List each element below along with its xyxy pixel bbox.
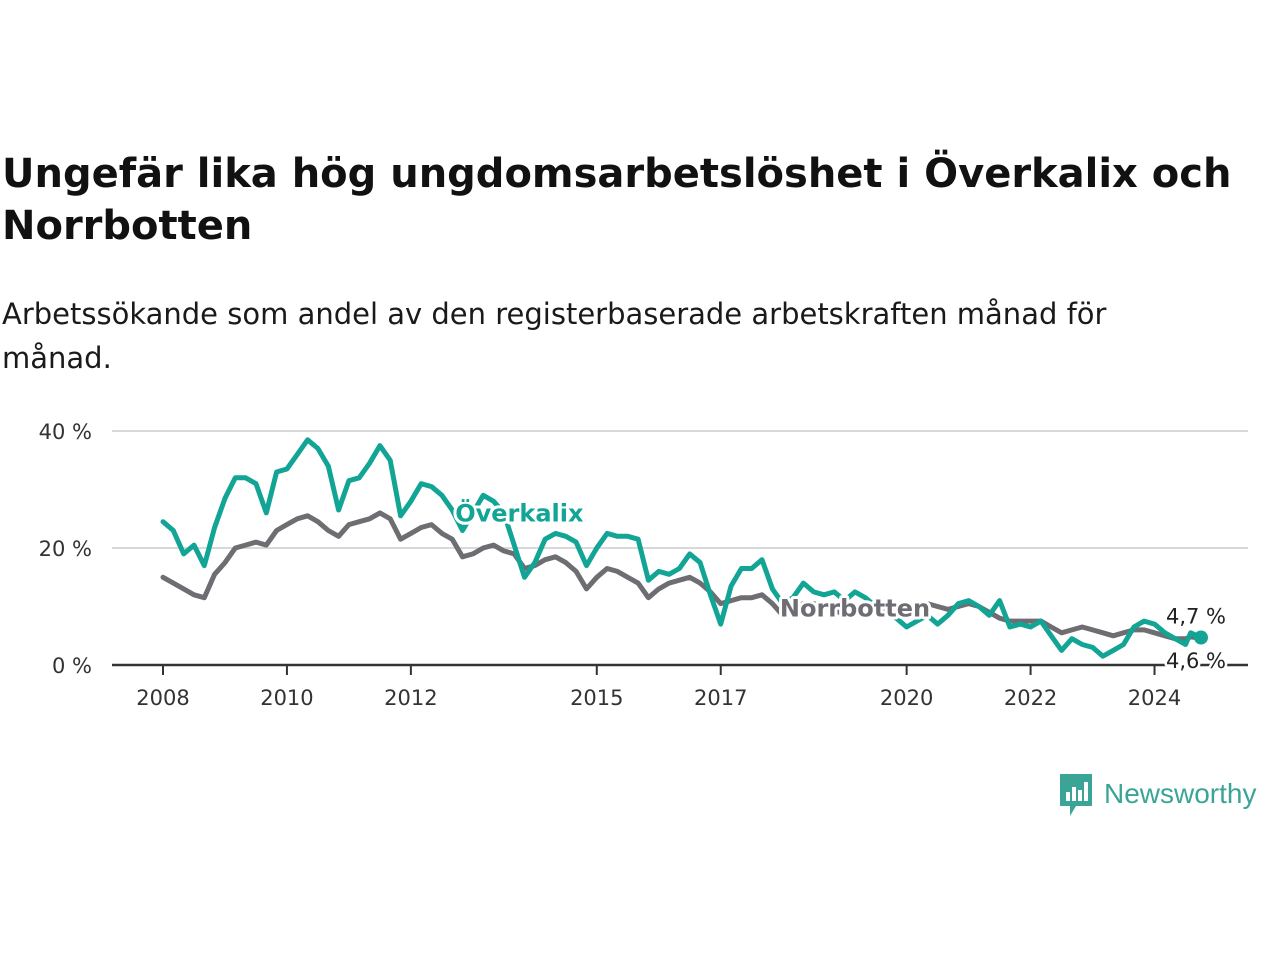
x-tick-label: 2020 — [880, 686, 933, 710]
x-tick-label: 2015 — [570, 686, 623, 710]
x-tick-label: 2012 — [384, 686, 437, 710]
end-value-label-norrbotten: 4,6 % — [1166, 649, 1226, 673]
series-label-överkalix: Överkalix — [455, 498, 584, 528]
x-tick-label: 2010 — [260, 686, 313, 710]
x-tick-label: 2008 — [136, 686, 189, 710]
line-chart: 0 % 20 % 40 % 2008 2010 2012 2015 2017 2020 2022… — [39, 420, 1248, 710]
gridlines — [112, 430, 1248, 549]
series-line-överkalix — [160, 437, 1204, 659]
newsworthy-logo: Newsworthy — [1058, 772, 1256, 818]
end-point-marker — [1194, 630, 1208, 645]
x-tick-label: 2024 — [1128, 686, 1181, 710]
chart-title: Ungefär lika hög ungdomsarbetslöshet i Ö… — [2, 151, 1232, 249]
x-tick-label: 2022 — [1004, 686, 1057, 710]
y-tick-label: 20 % — [39, 537, 92, 561]
bar-chart-bubble-icon — [1060, 774, 1092, 816]
series-line-norrbotten — [160, 510, 1204, 642]
y-tick-label: 40 % — [39, 420, 92, 444]
y-axis-tick-labels: 0 % 20 % 40 % — [39, 420, 92, 678]
series-labels: Överkalix Norrbotten 4,7 % 4,6 % — [452, 495, 1228, 676]
x-axis: 2008 2010 2012 2015 2017 2020 2022 2024 — [112, 663, 1248, 710]
x-tick-label: 2017 — [694, 686, 747, 710]
chart-subtitle: Arbetssökande som andel av den registerb… — [2, 297, 1107, 375]
series-label-norrbotten: Norrbotten — [780, 594, 930, 622]
y-tick-label: 0 % — [52, 654, 92, 678]
brand-name: Newsworthy — [1104, 778, 1257, 809]
series-lines — [160, 437, 1208, 659]
end-value-label-överkalix: 4,7 % — [1166, 605, 1226, 629]
